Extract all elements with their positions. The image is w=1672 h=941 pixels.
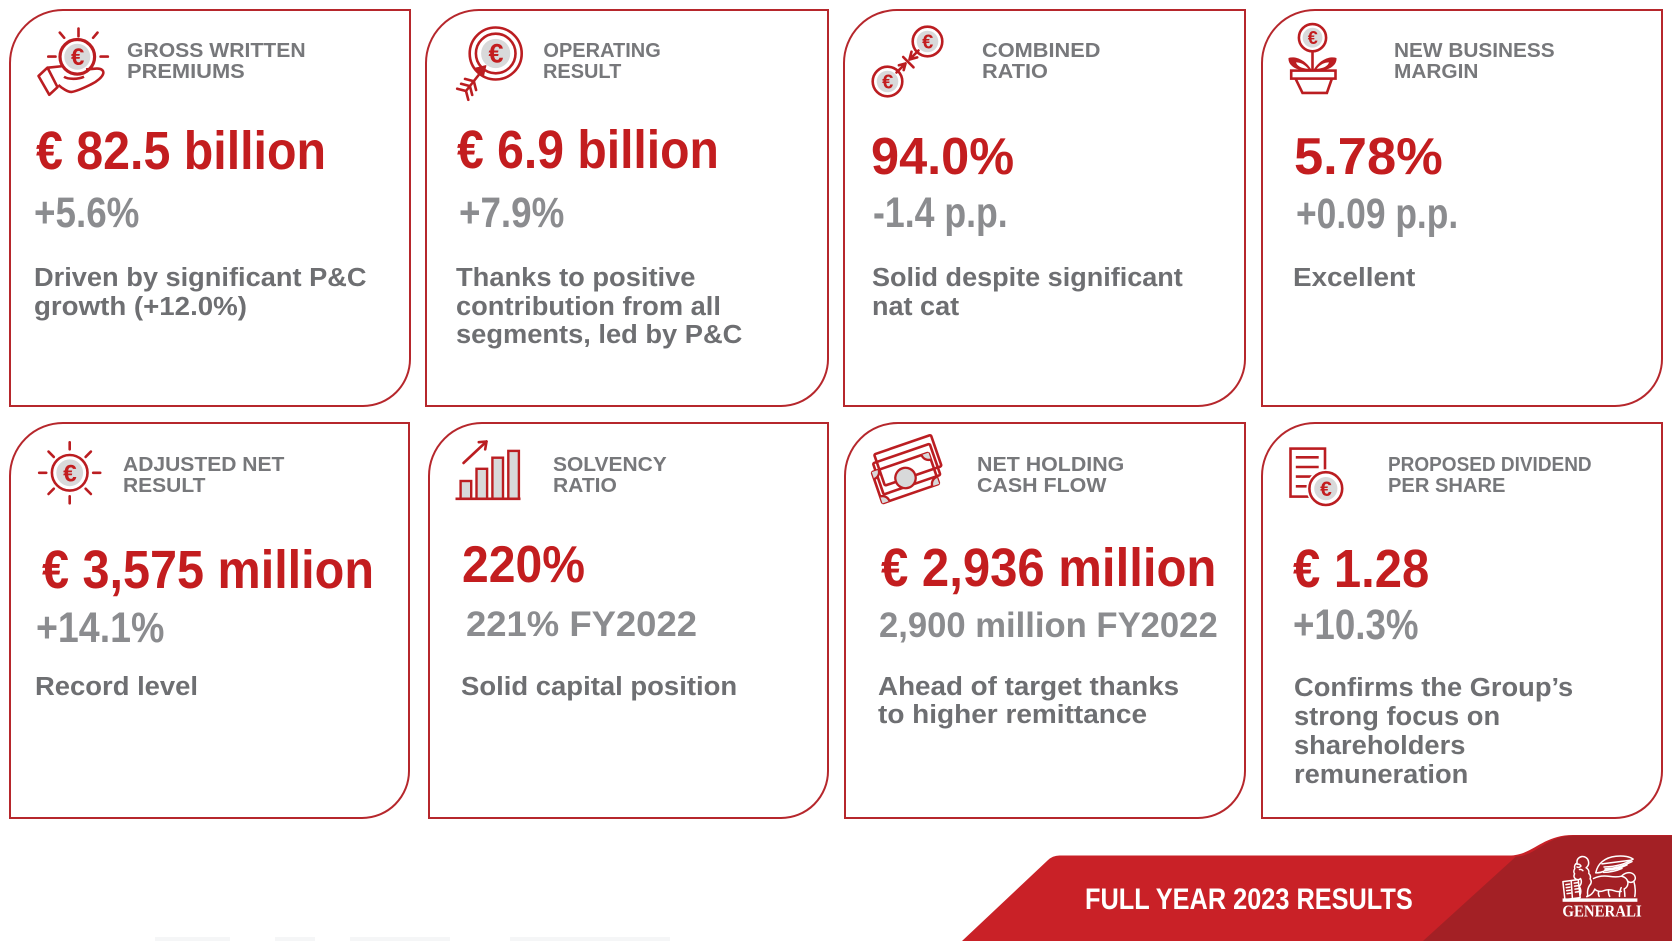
svg-text:€: € bbox=[1308, 28, 1318, 48]
svg-text:€: € bbox=[71, 44, 84, 71]
svg-text:GENERALI: GENERALI bbox=[1562, 903, 1641, 921]
svg-text:€: € bbox=[488, 39, 503, 69]
svg-text:€: € bbox=[922, 32, 933, 54]
svg-text:€: € bbox=[63, 461, 77, 488]
svg-text:€: € bbox=[882, 72, 893, 94]
svg-text:€: € bbox=[1320, 478, 1332, 501]
